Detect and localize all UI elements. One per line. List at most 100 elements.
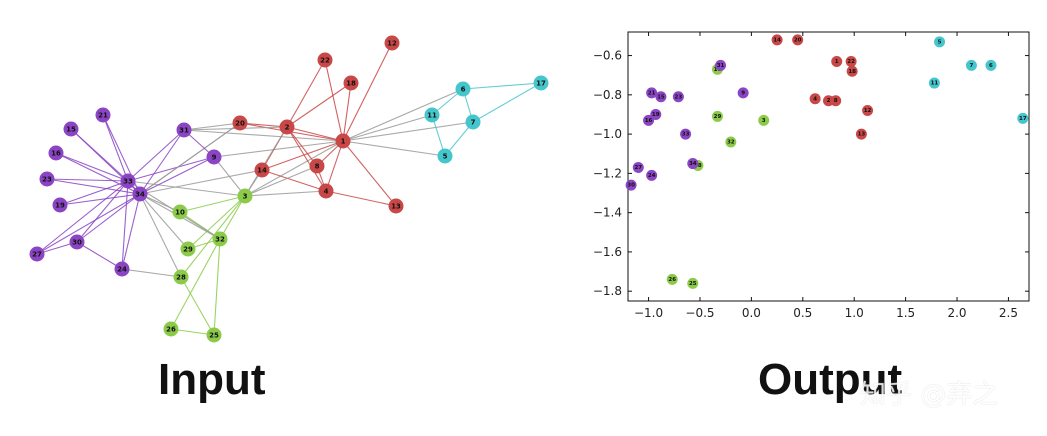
svg-text:8: 8: [834, 98, 838, 104]
plot-point-24: 24: [646, 169, 658, 181]
graph-node-18: 18: [343, 75, 359, 91]
svg-text:24: 24: [648, 173, 656, 179]
graph-edge-1-7: [342, 121, 474, 142]
graph-edge-1-2: [286, 126, 344, 142]
svg-text:18: 18: [848, 69, 856, 75]
svg-text:10: 10: [175, 209, 185, 217]
y-tick-label: −0.6: [593, 49, 622, 63]
svg-text:9: 9: [741, 90, 745, 96]
graph-edge-2-8: [286, 126, 318, 167]
graph-node-22: 22: [317, 52, 333, 68]
plot-point-12: 12: [862, 105, 874, 117]
svg-text:30: 30: [72, 239, 82, 247]
graph-node-3: 3: [237, 188, 253, 204]
graph-node-31: 31: [176, 122, 192, 138]
plot-frame: [627, 31, 1030, 302]
svg-text:22: 22: [320, 57, 330, 65]
graph-edge-4-14: [261, 169, 327, 192]
svg-text:11: 11: [931, 81, 939, 87]
svg-text:13: 13: [858, 132, 866, 138]
graph-node-1: 1: [335, 133, 351, 149]
x-tick-label: 1.5: [896, 306, 915, 320]
plot-point-7: 7: [965, 59, 977, 71]
svg-text:17: 17: [1019, 116, 1027, 122]
svg-text:16: 16: [51, 150, 61, 158]
output-caption: Output: [758, 355, 903, 404]
graph-node-11: 11: [424, 107, 440, 123]
graph-edge-1-22: [324, 59, 344, 142]
svg-text:4: 4: [813, 96, 817, 102]
plot-point-6: 6: [985, 59, 997, 71]
graph-edge-28-34: [139, 193, 182, 278]
svg-text:12: 12: [864, 108, 872, 114]
svg-text:28: 28: [176, 274, 186, 282]
svg-text:33: 33: [682, 132, 690, 138]
svg-text:20: 20: [794, 37, 802, 43]
graph-edge-2-20: [239, 122, 288, 128]
graph-node-8: 8: [309, 158, 325, 174]
y-tick-label: −1.2: [593, 166, 622, 180]
svg-text:18: 18: [346, 80, 356, 88]
svg-text:29: 29: [714, 114, 722, 120]
plot-point-11: 11: [928, 77, 940, 89]
graph-edge-34-24: [121, 193, 141, 270]
plot-point-23: 23: [672, 91, 684, 103]
svg-text:23: 23: [675, 94, 683, 100]
graph-edge-33-23: [46, 178, 129, 182]
graph-edge-33-31: [127, 129, 185, 182]
x-tick-label: 2.5: [999, 306, 1018, 320]
graph-edge-33-16: [55, 152, 129, 182]
x-tick-label: 2.0: [947, 306, 966, 320]
graph-node-10: 10: [172, 204, 188, 220]
graph-edge-6-17: [462, 82, 542, 90]
svg-text:19: 19: [55, 202, 65, 210]
graph-edge-32-25: [213, 238, 221, 336]
svg-text:23: 23: [42, 176, 52, 184]
y-tick-label: −1.6: [593, 245, 622, 259]
graph-node-32: 32: [212, 231, 228, 247]
graph-node-17: 17: [533, 75, 549, 91]
svg-text:27: 27: [634, 165, 642, 171]
y-tick-label: −1.8: [593, 284, 622, 298]
svg-text:12: 12: [387, 40, 397, 48]
graph-edge-33-9: [127, 156, 215, 182]
x-tick-label: −1.0: [634, 306, 663, 320]
svg-text:5: 5: [938, 39, 942, 45]
plot-point-15: 15: [655, 91, 667, 103]
graph-edge-8-3: [244, 165, 318, 197]
plot-point-26: 26: [666, 273, 678, 285]
graph-edge-24-28: [121, 268, 182, 278]
plot-point-14: 14: [771, 34, 783, 46]
plot-point-34: 34: [687, 158, 699, 170]
plot-point-22: 22: [845, 55, 857, 67]
svg-text:33: 33: [123, 178, 133, 186]
svg-text:2: 2: [827, 98, 831, 104]
svg-text:22: 22: [847, 59, 855, 65]
svg-text:17: 17: [536, 80, 546, 88]
graph-edge-14-34: [139, 169, 263, 195]
x-tick-label: 0.0: [742, 306, 761, 320]
plot-point-8: 8: [830, 95, 842, 107]
plot-point-4: 4: [809, 93, 821, 105]
graph-node-20: 20: [232, 115, 248, 131]
graph-edge-7-17: [472, 82, 542, 123]
graph-edge-34-23: [46, 178, 141, 195]
svg-text:34: 34: [689, 161, 697, 167]
plot-point-16: 16: [643, 114, 655, 126]
svg-text:5: 5: [443, 153, 448, 161]
graph-node-2: 2: [279, 119, 295, 135]
plot-point-29: 29: [711, 110, 723, 122]
svg-text:4: 4: [324, 188, 329, 196]
y-tick-label: −0.8: [593, 88, 622, 102]
plot-point-5: 5: [934, 36, 946, 48]
graph-edge-2-18: [286, 82, 352, 128]
graph-node-7: 7: [465, 114, 481, 130]
svg-text:19: 19: [652, 112, 660, 118]
svg-text:24: 24: [117, 266, 127, 274]
graph-node-28: 28: [173, 269, 189, 285]
graph-node-21: 21: [95, 107, 111, 123]
graph-edge-2-22: [286, 59, 326, 128]
graph-edge-1-5: [342, 140, 446, 157]
svg-text:7: 7: [970, 63, 974, 69]
svg-text:25: 25: [689, 281, 697, 287]
